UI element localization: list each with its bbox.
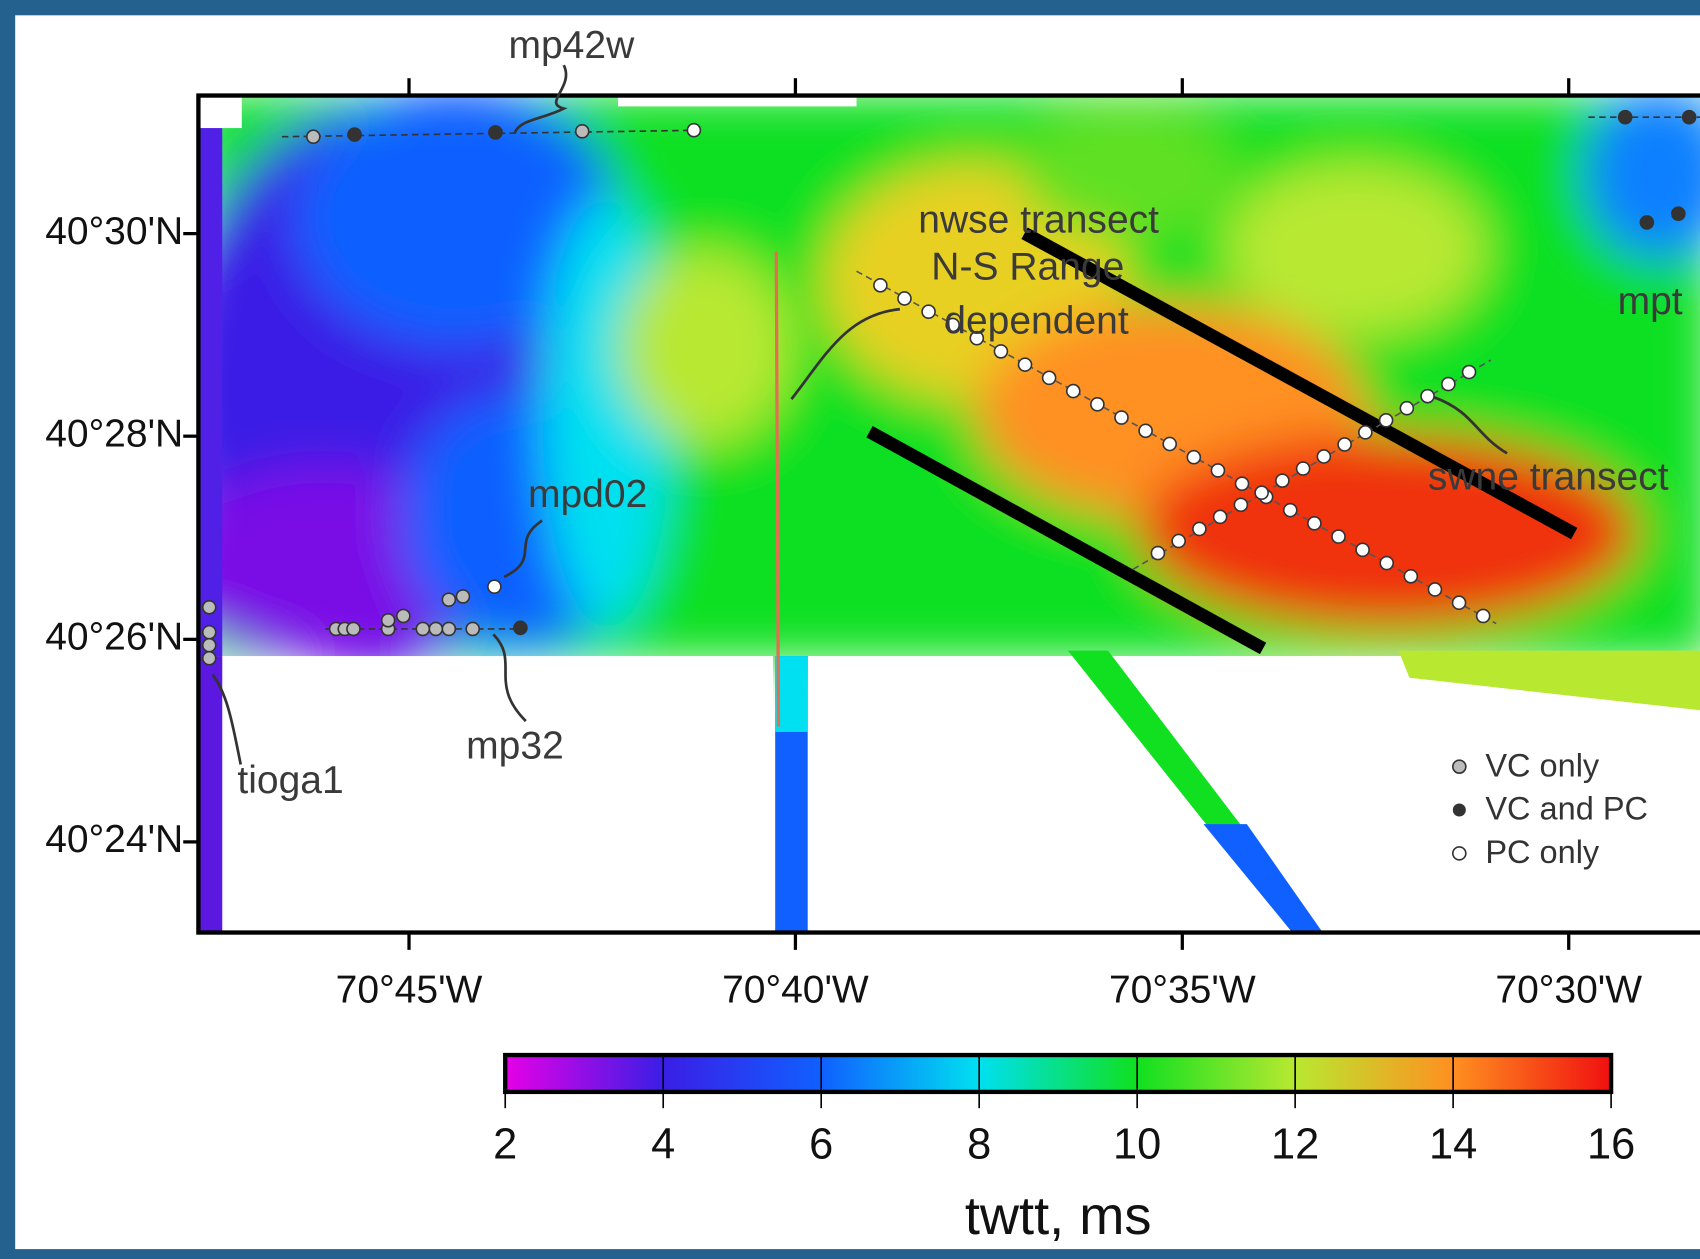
- legend-marker: [1453, 760, 1466, 773]
- core-site: [1421, 390, 1434, 403]
- colorbar-label: twtt, ms: [965, 1186, 1152, 1246]
- core-site: [1236, 477, 1249, 490]
- core-site: [1214, 510, 1227, 523]
- legend-label: VC and PC: [1485, 791, 1648, 827]
- legend-marker: [1453, 847, 1466, 860]
- site-label: mpd02: [528, 473, 647, 516]
- core-site: [1234, 498, 1247, 511]
- core-site: [442, 622, 455, 635]
- core-site: [922, 305, 935, 318]
- core-site: [1276, 474, 1289, 487]
- y-tick-label: 40°24'N: [45, 818, 183, 861]
- core-site: [1442, 378, 1455, 391]
- core-site: [1193, 522, 1206, 535]
- core-site: [1255, 486, 1268, 499]
- core-site: [1463, 366, 1476, 379]
- colorbar-tick-label: 4: [651, 1121, 675, 1169]
- core-site: [203, 639, 216, 652]
- core-site: [489, 126, 502, 139]
- transect-label: dependent: [944, 300, 1129, 343]
- transect-label: swne transect: [1428, 456, 1669, 499]
- core-site: [203, 601, 216, 614]
- core-site: [994, 345, 1007, 358]
- legend-label: PC only: [1485, 834, 1600, 870]
- core-site: [1359, 426, 1372, 439]
- core-site: [348, 128, 361, 141]
- colorbar-tick-label: 6: [809, 1121, 833, 1169]
- core-site: [203, 626, 216, 639]
- core-site: [874, 279, 887, 292]
- colorbar-tick-label: 14: [1429, 1121, 1477, 1169]
- core-site: [1139, 424, 1152, 437]
- core-site: [456, 590, 469, 603]
- core-site: [1640, 216, 1653, 229]
- legend-marker: [1453, 804, 1466, 817]
- core-site: [1380, 414, 1393, 427]
- site-label: mp42w: [508, 24, 635, 67]
- core-site: [1284, 504, 1297, 517]
- core-site: [429, 622, 442, 635]
- core-site: [687, 124, 700, 137]
- core-site: [307, 130, 320, 143]
- core-site: [1211, 464, 1224, 477]
- core-site: [1115, 411, 1128, 424]
- y-tick-label: 40°28'N: [45, 412, 183, 455]
- core-site: [1672, 207, 1685, 220]
- core-site: [1187, 451, 1200, 464]
- core-site: [1091, 398, 1104, 411]
- core-site: [1338, 438, 1351, 451]
- core-site: [488, 580, 501, 593]
- core-site: [1308, 517, 1321, 530]
- core-site: [576, 125, 589, 138]
- core-site: [1297, 462, 1310, 475]
- colorbar: [505, 1055, 1611, 1092]
- core-site: [1477, 609, 1490, 622]
- core-site: [1404, 570, 1417, 583]
- transect-label: nwse transect: [918, 199, 1159, 242]
- core-site: [898, 292, 911, 305]
- core-site: [416, 622, 429, 635]
- core-site: [1619, 111, 1632, 124]
- x-tick-label: 70°35'W: [1109, 968, 1256, 1011]
- colorbar-tick-label: 10: [1113, 1121, 1161, 1169]
- core-site: [347, 622, 360, 635]
- ns-range-line: [776, 252, 778, 727]
- core-site: [1683, 111, 1696, 124]
- core-site: [1019, 358, 1032, 371]
- core-site: [1317, 450, 1330, 463]
- legend-label: VC only: [1485, 747, 1600, 783]
- core-site: [442, 593, 455, 606]
- x-tick-label: 70°45'W: [336, 968, 483, 1011]
- core-site: [1067, 385, 1080, 398]
- colorbar-tick-label: 12: [1271, 1121, 1319, 1169]
- core-site: [1356, 543, 1369, 556]
- site-label: tioga1: [237, 759, 343, 802]
- core-site: [203, 652, 216, 665]
- core-site: [1151, 547, 1164, 560]
- page: {"map": { "xlim": [-70.7954, -70.4717], …: [0, 0, 1700, 1259]
- core-site: [514, 621, 527, 634]
- core-site: [1380, 557, 1393, 570]
- colorbar-tick-label: 2: [493, 1121, 517, 1169]
- y-tick-label: 40°30'N: [45, 210, 183, 253]
- core-site: [1163, 437, 1176, 450]
- core-site: [382, 614, 395, 627]
- x-tick-label: 70°40'W: [722, 968, 869, 1011]
- core-site: [1400, 402, 1413, 415]
- core-site: [1172, 534, 1185, 547]
- colorbar-tick-label: 8: [967, 1121, 991, 1169]
- colorbar-tick-label: 16: [1587, 1121, 1635, 1169]
- figure: mp42w mpd02 mp32 tioga1 mpt nwse transec…: [0, 0, 1700, 1259]
- core-site: [1453, 596, 1466, 609]
- x-tick-label: 70°30'W: [1495, 968, 1642, 1011]
- core-site: [397, 609, 410, 622]
- core-site: [1428, 583, 1441, 596]
- site-label: mp32: [466, 725, 564, 768]
- transect-label: N-S Range: [931, 245, 1124, 288]
- core-site: [466, 622, 479, 635]
- site-label: mpt: [1618, 280, 1683, 323]
- y-tick-label: 40°26'N: [45, 616, 183, 659]
- core-site: [1043, 371, 1056, 384]
- core-site: [1332, 530, 1345, 543]
